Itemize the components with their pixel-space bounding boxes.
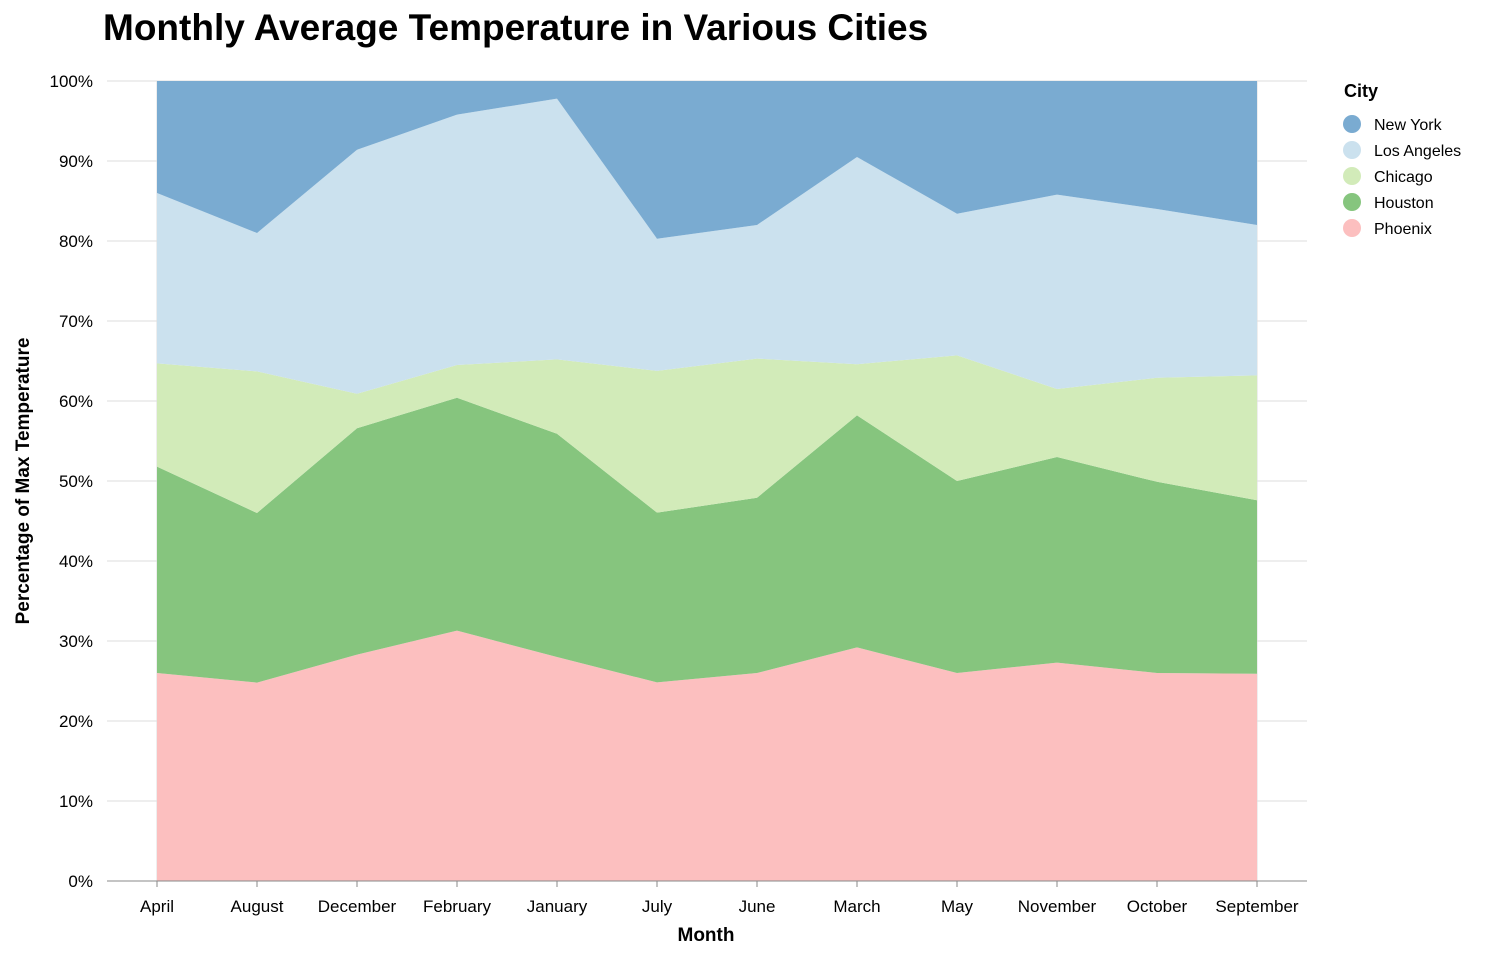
area-series-phoenix [157, 630, 1257, 881]
x-tick-label: July [642, 897, 673, 916]
legend-items: New York Los Angeles Chicago Houston Phoenix [1343, 115, 1461, 238]
area-layer [157, 81, 1257, 881]
y-tick-label: 40% [59, 552, 93, 571]
legend-swatch [1343, 193, 1361, 211]
area-series-los-angeles [157, 98, 1257, 394]
area-series-new-york [157, 81, 1257, 239]
x-tick-label: June [739, 897, 776, 916]
x-tick-label: March [833, 897, 880, 916]
x-tick-label: October [1127, 897, 1188, 916]
y-tick-label: 60% [59, 392, 93, 411]
legend: City New York Los Angeles Chicago Houston Ph… [1343, 81, 1461, 238]
x-tick-label: August [231, 897, 284, 916]
x-tick-label: January [527, 897, 588, 916]
x-tick-label: May [941, 897, 974, 916]
area-series-chicago [157, 355, 1257, 513]
x-tick-label: December [318, 897, 397, 916]
y-tick-label: 0% [68, 872, 93, 891]
legend-label: Los Angeles [1374, 143, 1461, 160]
legend-swatch [1343, 167, 1361, 185]
legend-label: New York [1374, 117, 1443, 134]
legend-swatch [1343, 141, 1361, 159]
x-tick-label: February [423, 897, 492, 916]
x-axis-title: Month [678, 925, 735, 946]
y-tick-label: 50% [59, 472, 93, 491]
chart-title: Monthly Average Temperature in Various C… [103, 7, 928, 48]
y-tick-label: 30% [59, 632, 93, 651]
y-tick-label: 100% [50, 72, 93, 91]
y-tick-label: 20% [59, 712, 93, 731]
x-tick-label: April [140, 897, 174, 916]
legend-label: Houston [1374, 195, 1434, 212]
y-axis-title: Percentage of Max Temperature [13, 338, 34, 625]
legend-swatch [1343, 115, 1361, 133]
area-series-houston [157, 397, 1257, 683]
y-tick-label: 90% [59, 152, 93, 171]
legend-label: Chicago [1374, 169, 1433, 186]
x-tick-label: November [1018, 897, 1097, 916]
y-tick-label: 80% [59, 232, 93, 251]
legend-swatch [1343, 219, 1361, 237]
y-tick-label: 10% [59, 792, 93, 811]
x-tick-label: September [1215, 897, 1298, 916]
legend-title: City [1344, 81, 1378, 101]
y-axis-ticks: 0% 10% 20% 30% 40% 50% 60% 70% 80% 90% 100% [50, 72, 93, 891]
y-tick-label: 70% [59, 312, 93, 331]
x-axis-ticks: April August December February January July Ju… [140, 881, 1299, 916]
legend-label: Phoenix [1374, 221, 1432, 238]
